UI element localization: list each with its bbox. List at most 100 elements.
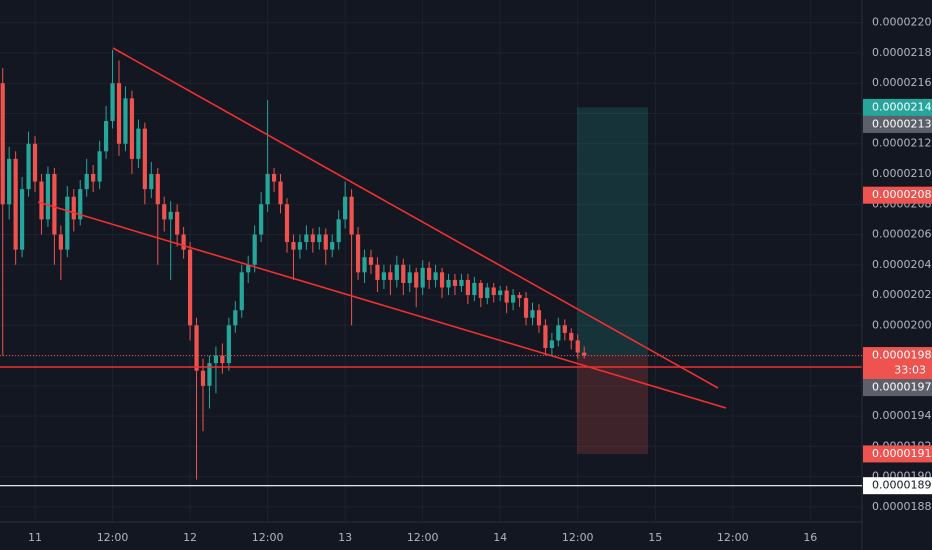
candle-body bbox=[304, 234, 309, 243]
candle-body bbox=[582, 352, 587, 356]
candle-body bbox=[52, 174, 57, 235]
candle-body bbox=[213, 355, 219, 364]
price-marker-label: 0.00002086 bbox=[872, 188, 932, 201]
price-marker-label: 0.00001894 bbox=[872, 479, 932, 492]
candle-body bbox=[349, 196, 354, 235]
candle-body bbox=[129, 98, 135, 159]
candle-body bbox=[200, 370, 206, 386]
candle-body bbox=[388, 272, 393, 280]
drawings bbox=[0, 47, 862, 409]
price-marker-label: 0.00002134 bbox=[872, 117, 932, 130]
candle-body bbox=[517, 295, 522, 299]
trend-line bbox=[112, 47, 719, 389]
candle-body bbox=[26, 143, 31, 190]
candle-body bbox=[343, 196, 348, 220]
candle-body bbox=[504, 290, 509, 303]
y-tick-label: 0.00002100 bbox=[872, 167, 932, 180]
candle-body bbox=[123, 98, 128, 144]
x-tick-label: 12 bbox=[183, 531, 197, 544]
price-marker-label: 0.00001979 bbox=[872, 381, 932, 394]
y-tick-label: 0.00002200 bbox=[872, 16, 932, 29]
candle-body bbox=[97, 151, 102, 182]
target-zone bbox=[577, 107, 648, 356]
candle-body bbox=[78, 189, 83, 220]
x-tick-label: 13 bbox=[338, 531, 352, 544]
candle-body bbox=[297, 242, 303, 250]
candle-body bbox=[310, 234, 315, 243]
candle-body bbox=[394, 264, 399, 280]
candle-body bbox=[187, 249, 193, 326]
candle-body bbox=[355, 234, 361, 273]
price-marker bbox=[863, 477, 932, 495]
candle-body bbox=[71, 196, 76, 220]
candle-body bbox=[181, 234, 186, 250]
price-marker-label: 0.00001915 bbox=[872, 447, 932, 460]
candle-body bbox=[220, 355, 225, 364]
candle-body bbox=[491, 287, 496, 296]
price-marker bbox=[863, 379, 932, 397]
y-tick-label: 0.00001880 bbox=[872, 500, 932, 513]
candle-body bbox=[239, 272, 244, 311]
price-marker bbox=[863, 347, 932, 380]
candle-body bbox=[414, 272, 419, 288]
candle-body bbox=[478, 282, 483, 299]
candle-body bbox=[336, 219, 341, 243]
candle-body bbox=[375, 264, 380, 280]
candle-body bbox=[13, 158, 18, 250]
candle-body bbox=[381, 272, 387, 280]
y-tick-label: 0.00001940 bbox=[872, 409, 932, 422]
candle-body bbox=[549, 340, 554, 348]
candle-body bbox=[252, 234, 257, 265]
position-boxes bbox=[577, 107, 648, 454]
x-tick-label: 12:00 bbox=[562, 531, 594, 544]
x-tick-label: 12:00 bbox=[407, 531, 439, 544]
candle-body bbox=[168, 211, 173, 220]
x-tick-label: 16 bbox=[803, 531, 817, 544]
x-tick-label: 12:00 bbox=[252, 531, 284, 544]
candle-body bbox=[433, 272, 438, 280]
candle-body bbox=[556, 325, 561, 341]
candle-body bbox=[0, 83, 5, 205]
candle-body bbox=[58, 234, 63, 250]
candle-body bbox=[511, 295, 516, 303]
candle-body bbox=[149, 174, 154, 190]
candle-body bbox=[45, 174, 51, 220]
y-tick-label: 0.00002160 bbox=[872, 76, 932, 89]
candle-body bbox=[401, 264, 406, 283]
candle-body bbox=[536, 310, 542, 326]
countdown-label: 33:03 bbox=[894, 364, 926, 377]
candle-body bbox=[84, 174, 89, 190]
candle-body bbox=[330, 242, 335, 250]
price-marker-label: 0.00002144 bbox=[872, 100, 932, 113]
candle-body bbox=[162, 204, 167, 220]
x-tick-label: 15 bbox=[648, 531, 662, 544]
candle-body bbox=[427, 267, 432, 280]
candle-body bbox=[142, 128, 147, 190]
y-tick-label: 0.00002060 bbox=[872, 228, 932, 241]
candle-body bbox=[498, 290, 503, 296]
candle-body bbox=[439, 272, 445, 288]
candle-body bbox=[291, 242, 296, 250]
candle-body bbox=[91, 174, 96, 182]
candle-body bbox=[136, 128, 141, 159]
price-marker bbox=[863, 445, 932, 463]
price-markers: 0.00002144 0.00002134 0.00002086 0.00001980… bbox=[0, 98, 932, 495]
candle-body bbox=[407, 272, 412, 283]
x-tick-label: 12:00 bbox=[97, 531, 129, 544]
candle-body bbox=[575, 340, 580, 353]
candle-body bbox=[7, 158, 12, 205]
candle-body bbox=[110, 83, 115, 122]
y-tick-label: 0.00002180 bbox=[872, 46, 932, 59]
candle-body bbox=[271, 174, 277, 182]
candle-body bbox=[19, 189, 25, 250]
x-tick-label: 14 bbox=[493, 531, 507, 544]
candle-body bbox=[155, 174, 160, 205]
candle-body bbox=[543, 325, 548, 348]
candle-body bbox=[207, 363, 212, 386]
candle-body bbox=[317, 234, 322, 243]
y-tick-label: 0.00002000 bbox=[872, 318, 932, 331]
x-tick-label: 11 bbox=[28, 531, 42, 544]
candle-body bbox=[194, 325, 199, 371]
